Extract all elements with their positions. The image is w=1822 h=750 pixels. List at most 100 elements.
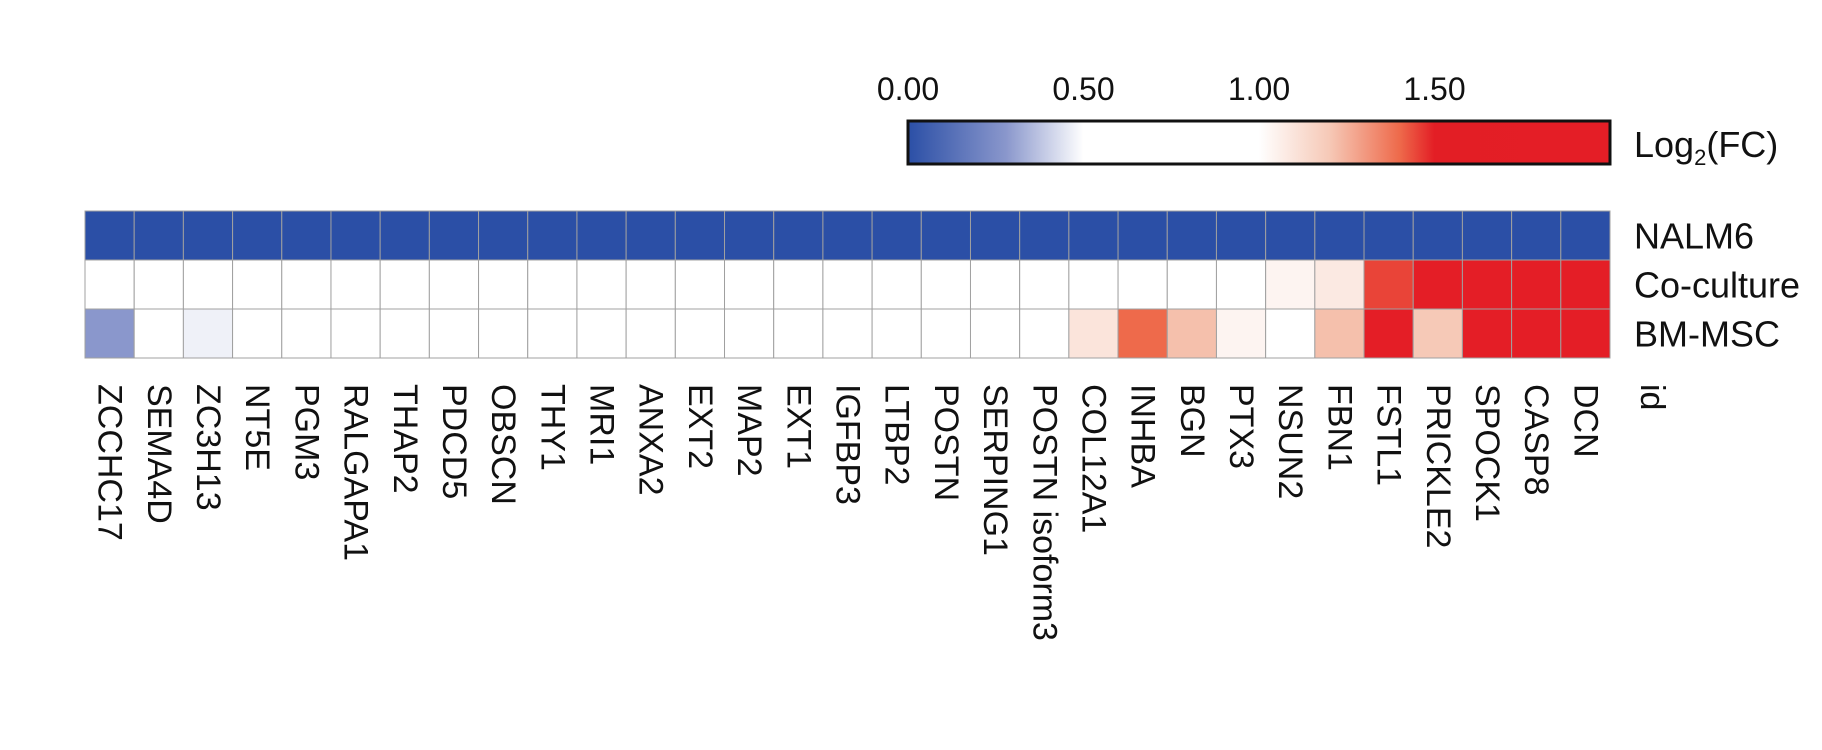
column-label: THAP2 [386,384,424,494]
heatmap-cell [822,210,873,261]
legend-title-subscript: 2 [1694,145,1706,170]
heatmap-cell [920,259,971,310]
heatmap-cell [182,210,234,261]
column-label: NT5E [238,384,276,471]
heatmap-cell [1019,259,1070,310]
heatmap-cell [969,308,1021,359]
heatmap-cell [871,210,922,261]
heatmap-cell [1215,210,1267,261]
heatmap-cell [625,210,676,261]
heatmap-cell [969,259,1021,310]
heatmap-cell [1265,210,1316,261]
column-label: POSTN [927,384,965,501]
heatmap-cell [920,308,971,359]
heatmap-cell [969,210,1021,261]
heatmap-cell [478,210,529,261]
column-label: SEMA4D [140,384,178,524]
heatmap-cell [182,259,234,310]
column-label: EXT1 [779,384,817,469]
heatmap-cell [84,308,135,359]
column-label: INHBA [1124,384,1162,488]
heatmap-cell [625,308,676,359]
heatmap-cell [281,308,332,359]
heatmap-cell [1363,210,1414,261]
heatmap-cell [527,308,578,359]
heatmap-cell [133,210,184,261]
heatmap-cell [1019,308,1070,359]
heatmap-cell [724,210,775,261]
column-label: PGM3 [287,384,325,480]
heatmap-cell [1166,259,1217,310]
heatmap-cell [1215,308,1267,359]
column-label: MAP2 [730,384,768,477]
heatmap-cell [232,308,283,359]
heatmap-cell [182,308,234,359]
heatmap-cell [330,210,381,261]
heatmap-cell [1363,308,1414,359]
heatmap-cells [84,210,1611,359]
heatmap-cell [1265,308,1316,359]
heatmap-cell [625,259,676,310]
column-label: POSTN isoform3 [1025,384,1063,641]
heatmap-cell [1117,210,1168,261]
column-label: PDCD5 [435,384,473,499]
legend-tick-label: 1.50 [1403,71,1465,107]
heatmap-cell [1166,210,1217,261]
heatmap-cell [1019,210,1070,261]
column-label: RALGAPA1 [337,384,375,561]
column-label: DCN [1566,384,1604,458]
heatmap-cell [1560,259,1611,310]
heatmap-cell [1314,259,1365,310]
heatmap-cell [1461,259,1513,310]
heatmap-cell [527,259,578,310]
row-labels: NALM6 Co-culture BM-MSC [1634,216,1800,355]
heatmap-cell [1068,259,1119,310]
heatmap-cell [1511,259,1562,310]
heatmap-cell [281,259,332,310]
heatmap-cell [773,210,824,261]
heatmap-cell [1215,259,1267,310]
heatmap-cell [576,308,627,359]
column-label: MRI1 [583,384,621,465]
column-labels: ZCCHC17 SEMA4D ZC3H13 NT5E PGM3 RALGAPA1 THAP2… [91,384,1605,641]
column-label: OBSCN [484,384,522,505]
heatmap-cell [133,308,184,359]
color-legend: 0.00 0.50 1.00 1.50 Log2(FC) [877,71,1778,170]
heatmap-cell [478,259,529,310]
heatmap-cell [871,259,922,310]
heatmap-cell [1265,259,1316,310]
heatmap-cell [428,210,480,261]
heatmap-cell [773,259,824,310]
column-label: LTBP2 [878,384,916,485]
heatmap-cell [330,259,381,310]
heatmap-cell [478,308,529,359]
legend-title-suffix: (FC) [1706,124,1778,165]
column-label: CASP8 [1517,384,1555,496]
heatmap-cell [1461,210,1513,261]
heatmap-cell [674,259,726,310]
heatmap-cell [773,308,824,359]
column-label: PRICKLE2 [1419,384,1457,548]
legend-title: Log2(FC) [1634,124,1778,170]
column-label: IGFBP3 [829,384,867,505]
heatmap-cell [576,210,627,261]
column-label: NSUN2 [1271,384,1309,499]
row-label: NALM6 [1634,216,1754,257]
column-label: PTX3 [1222,384,1260,469]
legend-tick-label: 1.00 [1228,71,1290,107]
heatmap-cell [1117,259,1168,310]
heatmap-cell [724,308,775,359]
column-label: ANXA2 [632,384,670,496]
legend-color-bar [906,119,1612,166]
heatmap-cell [1511,308,1562,359]
column-label: SERPING1 [976,384,1014,556]
column-label: SPOCK1 [1468,384,1506,522]
legend-tick-label: 0.00 [877,71,939,107]
heatmap-cell [1412,308,1463,359]
heatmap-cell [428,259,480,310]
heatmap-cell [1117,308,1168,359]
column-label: FSTL1 [1370,384,1408,486]
heatmap-cell [1068,308,1119,359]
column-label: EXT2 [681,384,719,469]
